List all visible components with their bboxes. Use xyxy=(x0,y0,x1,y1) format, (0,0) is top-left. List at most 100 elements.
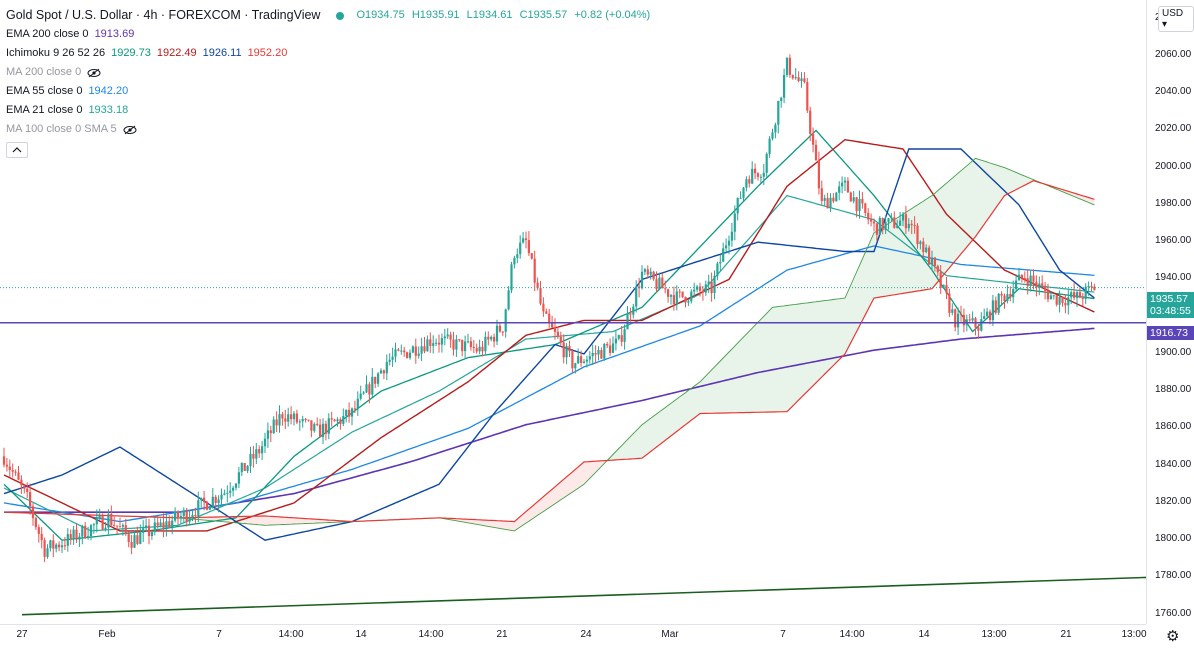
ohlc-open: O1934.75 xyxy=(356,9,404,21)
price-tick-label: 1880.00 xyxy=(1155,384,1191,395)
candle xyxy=(461,340,463,357)
price-tick-label: 1840.00 xyxy=(1155,459,1191,470)
candle xyxy=(539,281,541,306)
candle xyxy=(1024,271,1026,282)
collapse-legend-button[interactable] xyxy=(6,142,28,158)
candle xyxy=(690,289,692,303)
candle xyxy=(653,271,655,281)
candle xyxy=(754,163,756,179)
time-tick-label: 13:00 xyxy=(981,629,1006,640)
candle xyxy=(296,410,298,424)
candle xyxy=(716,262,718,281)
candle xyxy=(360,386,362,401)
chart-title[interactable]: Gold Spot / U.S. Dollar · 4h · FOREXCOM … xyxy=(6,6,320,25)
cloud-segment xyxy=(1002,167,1005,200)
time-tick-label: 24 xyxy=(580,629,591,640)
candle xyxy=(812,127,814,152)
candle xyxy=(618,334,620,340)
candle xyxy=(545,309,547,314)
candle xyxy=(679,289,681,298)
candle xyxy=(450,332,452,348)
candle xyxy=(429,332,431,353)
cloud-segment xyxy=(741,337,744,413)
eye-hidden-icon[interactable] xyxy=(123,125,137,135)
candle xyxy=(827,193,829,209)
currency-button[interactable]: USD ▾ xyxy=(1158,6,1194,32)
cloud-segment xyxy=(683,393,686,427)
cloud-segment xyxy=(584,462,587,485)
candle xyxy=(180,511,182,524)
candle xyxy=(377,372,379,387)
cloud-segment xyxy=(558,482,561,502)
indicator-row[interactable]: MA 100 close 0 SMA 5 xyxy=(6,120,654,139)
candle xyxy=(566,343,568,364)
candle xyxy=(258,445,260,458)
cloud-segment xyxy=(717,361,720,413)
candle xyxy=(441,333,443,352)
candle xyxy=(336,417,338,426)
cloud-segment xyxy=(665,405,668,440)
candle xyxy=(980,312,982,331)
candle xyxy=(731,223,733,247)
trend-line[interactable] xyxy=(22,577,1146,614)
cloud-segment xyxy=(752,325,755,412)
eye-hidden-icon[interactable] xyxy=(87,68,101,78)
candle xyxy=(287,408,289,427)
candle xyxy=(3,448,5,468)
candle xyxy=(235,483,237,490)
candle xyxy=(995,296,997,314)
cloud-segment xyxy=(886,224,889,297)
candle xyxy=(380,368,382,374)
candle xyxy=(35,517,37,530)
gear-icon[interactable]: ⚙ xyxy=(1166,627,1179,645)
indicator-label: EMA 21 close 0 xyxy=(6,101,82,120)
ohlc-low: L1934.61 xyxy=(467,9,513,21)
candle xyxy=(589,351,591,364)
cloud-segment xyxy=(929,196,932,290)
candle xyxy=(371,368,373,397)
candle xyxy=(73,526,75,545)
candle xyxy=(992,295,994,326)
candle xyxy=(322,418,324,444)
time-tick-label: 7 xyxy=(216,629,222,640)
candle xyxy=(1001,291,1003,304)
cloud-segment xyxy=(561,479,564,499)
cloud-segment xyxy=(636,428,639,459)
time-tick-label: 27 xyxy=(16,629,27,640)
cloud-segment xyxy=(955,173,958,261)
candle xyxy=(516,249,518,264)
candle xyxy=(597,346,599,360)
time-tick-label: 14:00 xyxy=(418,629,443,640)
candle xyxy=(397,348,399,351)
candle xyxy=(186,508,188,527)
candle xyxy=(284,410,286,429)
cloud-segment xyxy=(497,521,500,529)
candle xyxy=(650,268,652,280)
candle xyxy=(766,152,768,176)
candle xyxy=(136,527,138,546)
cloud-segment xyxy=(674,399,677,434)
candle xyxy=(557,327,559,339)
price-tick-label: 1980.00 xyxy=(1155,198,1191,209)
candle xyxy=(783,69,785,104)
candle xyxy=(15,469,17,476)
candle xyxy=(499,322,501,333)
candle xyxy=(78,533,80,547)
candle xyxy=(800,72,802,88)
candle xyxy=(484,331,486,354)
candle xyxy=(1009,286,1011,301)
candle xyxy=(493,334,495,348)
indicator-row[interactable]: MA 200 close 0 xyxy=(6,63,654,82)
candle xyxy=(455,335,457,357)
candle xyxy=(363,391,365,395)
candle xyxy=(722,243,724,262)
cloud-segment xyxy=(256,516,259,525)
cloud-segment xyxy=(303,518,306,523)
indicator-value: 1913.69 xyxy=(95,25,135,44)
